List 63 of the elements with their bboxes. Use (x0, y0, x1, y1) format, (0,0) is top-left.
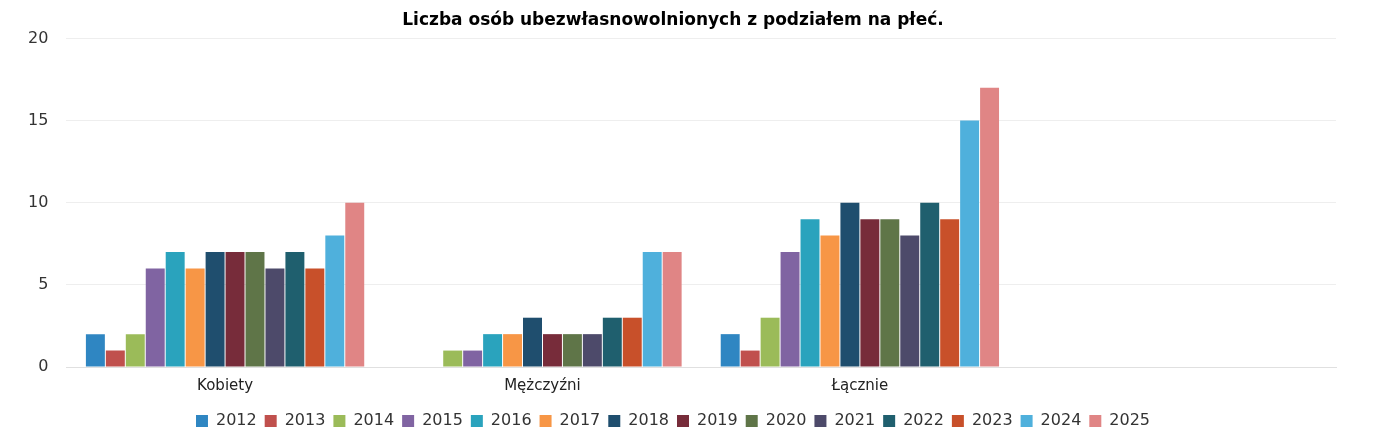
legend-label: 2012 (215, 410, 257, 430)
x-tick-label: Kobiety (197, 375, 254, 394)
bar (325, 235, 345, 367)
bar (820, 235, 840, 367)
bar (463, 350, 483, 367)
bar (503, 334, 523, 367)
legend-label: 2021 (834, 410, 876, 430)
bar (960, 120, 980, 367)
bar (800, 219, 820, 367)
bar (920, 202, 940, 367)
bar (740, 350, 760, 367)
y-tick-label: 5 (38, 274, 49, 294)
bar (542, 334, 562, 367)
bar (305, 268, 325, 367)
bar (840, 202, 860, 367)
bar (345, 202, 365, 367)
bar (105, 350, 125, 367)
x-tick-label: Łącznie (830, 375, 889, 394)
legend-label: 2022 (903, 410, 944, 430)
bar (860, 219, 880, 367)
bar (662, 251, 682, 367)
legend-label: 2025 (1109, 410, 1151, 430)
y-tick-label: 15 (28, 109, 49, 129)
bar (285, 251, 305, 367)
bar (780, 251, 800, 367)
legend-label: 2020 (765, 410, 807, 430)
bar (483, 334, 503, 367)
bar (602, 317, 622, 367)
bar (265, 268, 285, 367)
bar (980, 87, 1000, 367)
y-tick-label: 10 (28, 191, 49, 211)
bar (900, 235, 920, 367)
y-tick-label: 0 (38, 356, 49, 376)
legend-label: 2023 (971, 410, 1013, 430)
legend-label: 2014 (353, 410, 395, 430)
legend-label: 2024 (1040, 410, 1082, 430)
y-tick-label: 20 (28, 27, 49, 47)
legend-label: 2016 (490, 410, 532, 430)
bar (245, 251, 265, 367)
bar (582, 334, 602, 367)
legend-label: 2015 (422, 410, 463, 430)
legend-label: 2019 (697, 410, 738, 430)
bar (165, 251, 185, 367)
bar (205, 251, 225, 367)
bar (720, 334, 740, 367)
chart-title: Liczba osób ubezwłasnowolnionych z podziałem na płeć. (402, 8, 944, 29)
bar (622, 317, 642, 367)
x-tick-label: Mężczyźni (504, 375, 581, 394)
bar (145, 268, 165, 367)
bar (940, 219, 960, 367)
bar (125, 334, 145, 367)
bar (562, 334, 582, 367)
bar (85, 334, 105, 367)
bar (225, 251, 245, 367)
bar (642, 251, 662, 367)
legend-label: 2017 (559, 410, 601, 430)
legend-label: 2018 (628, 410, 669, 430)
bar (185, 268, 205, 367)
bar (880, 219, 900, 367)
bar (523, 317, 542, 367)
bar (443, 350, 463, 367)
legend-label: 2013 (284, 410, 326, 430)
bar (760, 317, 780, 367)
